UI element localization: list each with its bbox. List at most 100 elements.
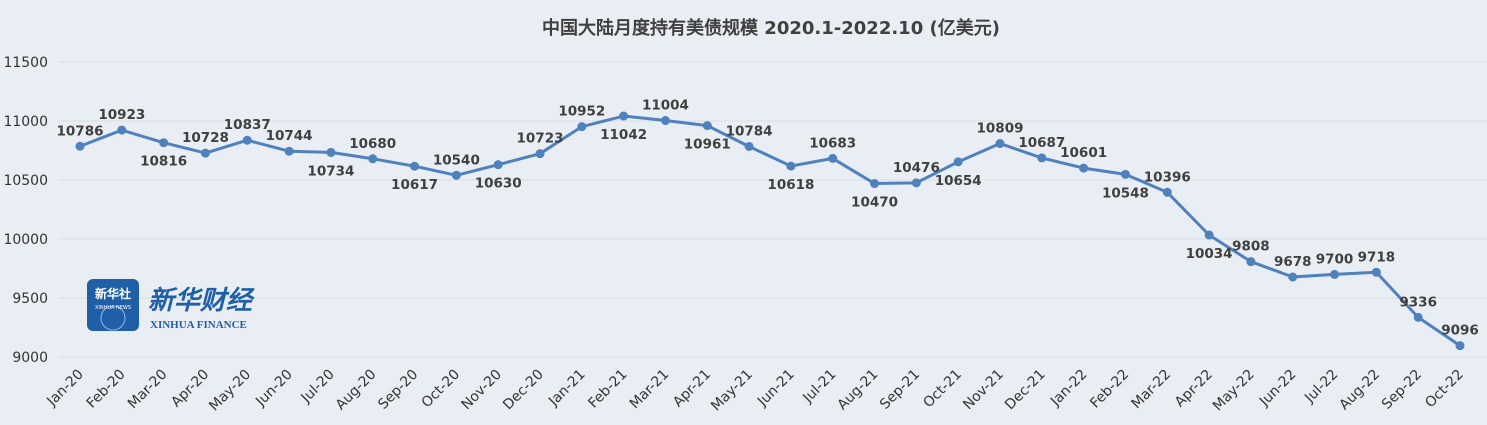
data-label: 10617 <box>391 177 438 193</box>
data-label: 10630 <box>475 176 522 192</box>
data-label: 10396 <box>1144 169 1191 185</box>
x-tick-label: Mar-21 <box>627 367 673 413</box>
x-tick-label: Dec-20 <box>500 367 547 414</box>
xinhua-finance-logo: 新华社 XINHUA NEWS 新华财经 XINHUA FINANCE <box>87 279 255 331</box>
data-label: 10837 <box>224 117 271 133</box>
data-label: 9336 <box>1399 294 1437 310</box>
data-label: 10680 <box>349 136 396 152</box>
data-label: 10816 <box>140 154 187 170</box>
data-point <box>702 121 712 131</box>
data-label: 10723 <box>517 131 564 147</box>
x-tick-label: Jan-20 <box>43 367 86 410</box>
data-label: 9718 <box>1358 249 1396 265</box>
y-tick-label: 11000 <box>3 114 48 130</box>
x-tick-label: Jan-21 <box>545 367 588 410</box>
data-label: 10654 <box>935 173 982 189</box>
data-label: 10683 <box>809 135 856 151</box>
data-point <box>1246 257 1256 267</box>
data-point <box>1288 272 1298 282</box>
data-label: 10952 <box>558 104 605 120</box>
y-tick-label: 10500 <box>3 173 48 189</box>
x-tick-label: Feb-20 <box>84 367 129 412</box>
data-point <box>1455 341 1465 351</box>
data-label: 11004 <box>642 98 689 114</box>
data-point <box>410 161 420 171</box>
data-point <box>451 170 461 180</box>
x-tick-label: Jul-21 <box>799 367 839 407</box>
x-tick-label: Feb-22 <box>1087 367 1132 412</box>
x-tick-label: May-20 <box>206 367 254 415</box>
x-tick-label: Apr-21 <box>670 367 714 411</box>
x-tick-label: Aug-20 <box>333 367 380 414</box>
x-tick-label: Jun-20 <box>252 367 296 411</box>
x-tick-label: Nov-20 <box>458 367 505 414</box>
x-tick-label: Jan-22 <box>1047 367 1090 410</box>
data-point <box>870 179 880 189</box>
y-tick-label: 11500 <box>3 55 48 71</box>
x-tick-label: Oct-22 <box>1422 367 1467 412</box>
x-tick-label: Jul-20 <box>298 367 338 407</box>
data-label: 9700 <box>1316 251 1354 267</box>
x-tick-label: Jul-22 <box>1301 367 1341 407</box>
data-point <box>1371 267 1381 277</box>
data-point <box>660 116 670 126</box>
xinhua-news-badge-subtext: XINHUA NEWS <box>95 305 131 311</box>
x-tick-label: Sep-22 <box>1379 367 1425 413</box>
x-tick-label: Mar-22 <box>1129 367 1175 413</box>
data-point <box>117 125 127 135</box>
data-point <box>911 178 921 188</box>
x-tick-label: Apr-20 <box>168 367 212 411</box>
y-tick-label: 9500 <box>12 291 48 307</box>
data-point <box>1204 230 1214 240</box>
data-point <box>1079 163 1089 173</box>
x-tick-label: May-21 <box>708 367 756 415</box>
data-point <box>284 146 294 156</box>
xinhua-finance-brand-text: 新华财经 <box>148 286 255 316</box>
data-point <box>1120 169 1130 179</box>
data-label: 10034 <box>1186 246 1233 262</box>
x-tick-label: Aug-22 <box>1336 367 1383 414</box>
x-tick-label: Aug-21 <box>835 367 882 414</box>
x-tick-label: Jun-22 <box>1256 367 1300 411</box>
data-point <box>1037 153 1047 163</box>
data-label: 10784 <box>726 123 773 139</box>
data-point <box>786 161 796 171</box>
data-point <box>828 153 838 163</box>
series-line <box>79 114 1461 347</box>
xinhua-news-badge-text: 新华社 <box>95 286 131 301</box>
data-label: 10470 <box>851 195 898 211</box>
data-label: 10923 <box>98 107 145 123</box>
data-label: 10601 <box>1060 145 1107 161</box>
xinhua-news-badge <box>87 279 139 331</box>
data-point <box>493 160 503 170</box>
chart-title: 中国大陆月度持有美债规模 2020.1-2022.10 (亿美元) <box>542 17 1000 39</box>
x-tick-label: Sep-21 <box>877 367 923 413</box>
y-tick-label: 9000 <box>12 350 48 366</box>
data-point <box>744 141 754 151</box>
x-tick-label: Jun-21 <box>754 367 798 411</box>
xinhua-finance-brand-subtext: XINHUA FINANCE <box>150 319 247 331</box>
data-point <box>953 157 963 167</box>
data-point <box>577 122 587 132</box>
x-tick-label: Feb-21 <box>585 367 630 412</box>
data-label: 10618 <box>767 177 814 193</box>
x-tick-label: Mar-20 <box>125 367 171 413</box>
data-point <box>1330 269 1340 279</box>
data-label: 9096 <box>1441 323 1479 339</box>
data-label: 9808 <box>1232 239 1270 255</box>
data-point <box>995 139 1005 149</box>
x-tick-label: Nov-21 <box>960 367 1007 414</box>
data-points <box>75 111 1465 351</box>
data-point <box>242 135 252 145</box>
y-tick-label: 10000 <box>3 232 48 248</box>
data-point <box>75 141 85 151</box>
x-tick-label: Oct-20 <box>419 367 464 412</box>
data-label: 10734 <box>307 163 354 179</box>
data-point <box>1162 187 1172 197</box>
data-label: 11042 <box>600 127 647 143</box>
data-point <box>200 148 210 158</box>
data-label: 10687 <box>1018 135 1065 151</box>
